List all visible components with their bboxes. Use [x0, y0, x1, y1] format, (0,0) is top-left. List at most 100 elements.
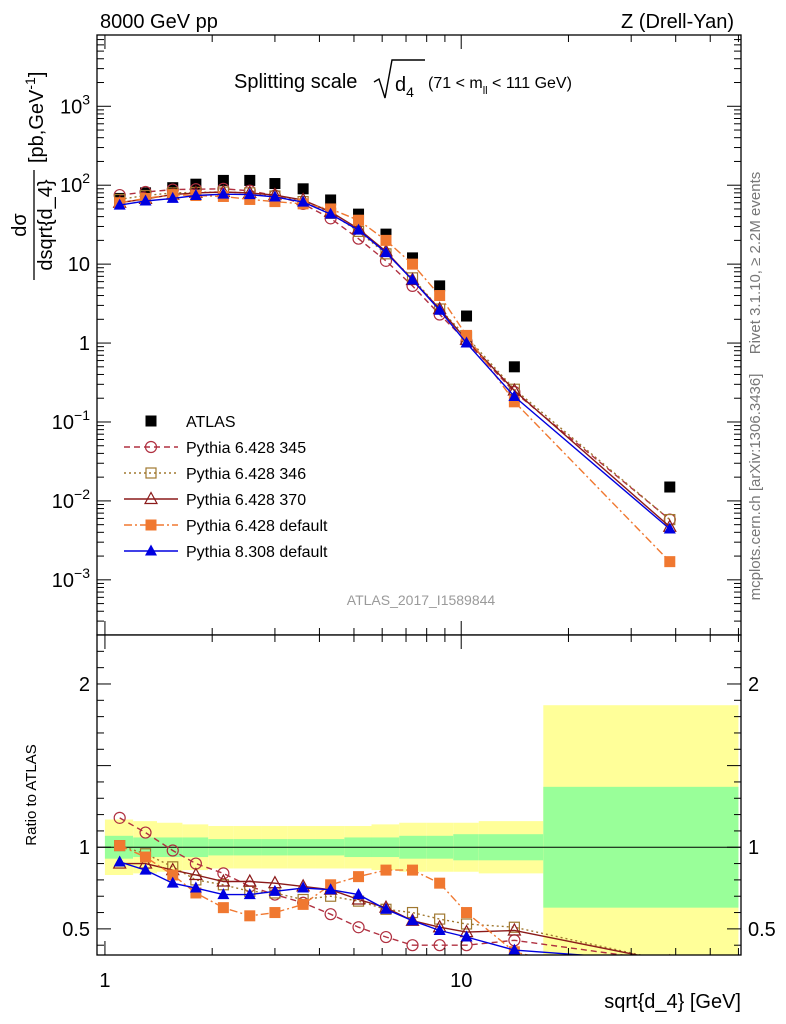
data-point	[113, 855, 126, 867]
ratio-panel: 1 10 0.5 0.5 1 1 2 2	[62, 634, 776, 992]
data-point	[669, 953, 671, 955]
series-line	[119, 861, 591, 955]
legend-item: Pythia 6.428 370	[124, 491, 306, 509]
legend: ATLAS Pythia 6.428 345 Pythia 6.428 346 Pyt…	[124, 414, 328, 561]
data-point	[353, 214, 365, 226]
data-point	[434, 290, 446, 302]
data-point	[268, 190, 281, 202]
header-left: 8000 GeV pp	[100, 11, 218, 33]
svg-text:d4: d4	[395, 74, 414, 100]
title-var-sub: 4	[406, 84, 414, 100]
data-point	[380, 234, 392, 246]
x-ticks	[104, 35, 739, 635]
data-point	[508, 921, 520, 933]
data-point	[379, 246, 392, 258]
data-point	[461, 907, 473, 919]
data-point	[352, 223, 365, 235]
y-tick-label: 0.5	[62, 919, 90, 941]
sqrt-symbol	[373, 59, 425, 99]
data-point	[139, 863, 152, 875]
mcplots-label: mcplots.cern.ch [arXiv:1306.3436]	[747, 374, 764, 601]
legend-label: Pythia 6.428 370	[186, 492, 306, 509]
y-axis-label-ratio: Ratio to ATLAS	[23, 744, 40, 845]
data-point	[190, 887, 202, 899]
data-point	[460, 918, 473, 930]
series-line	[119, 817, 628, 955]
data-point	[665, 957, 675, 967]
data-point	[433, 303, 446, 315]
data-point	[406, 939, 419, 952]
y-tick-label-right: 0.5	[748, 919, 776, 941]
data-point	[166, 876, 179, 888]
data-point	[664, 556, 676, 568]
data-point	[243, 188, 256, 200]
legend-item: Pythia 6.428 default	[124, 518, 328, 535]
y-tick-label-right: 2	[748, 674, 759, 696]
data-point	[353, 871, 365, 883]
svg-text:[pb,GeV-1]: [pb,GeV-1]	[22, 72, 48, 163]
data-point	[324, 908, 337, 921]
data-point	[217, 187, 230, 199]
data-point	[217, 888, 230, 900]
main-plot-area	[97, 35, 741, 635]
data-point	[406, 273, 419, 285]
data-point	[113, 811, 126, 824]
data-point	[324, 883, 337, 895]
legend-item: Pythia 6.428 345	[124, 440, 306, 457]
data-point	[297, 183, 309, 195]
data-point	[113, 198, 126, 210]
y-tick-label: 2	[79, 674, 90, 696]
x-tick-label: 10	[450, 970, 472, 992]
data-point	[145, 415, 157, 427]
data-point	[407, 252, 419, 264]
data-point	[507, 922, 522, 936]
series-line	[119, 844, 644, 955]
data-point	[460, 930, 473, 942]
plot-title: Splitting scale d4 (71 < mll < 111 GeV)	[234, 59, 572, 100]
legend-label: Pythia 6.428 345	[186, 440, 306, 457]
x-tick-label: 1	[99, 970, 110, 992]
series-line	[119, 862, 641, 955]
ylabel-unit-post: ]	[26, 72, 48, 78]
data-point	[297, 881, 310, 893]
ratio-series	[112, 811, 676, 967]
data-point	[269, 178, 281, 190]
series-line	[119, 193, 671, 563]
legend-label: Pythia 6.428 346	[186, 466, 306, 483]
data-point	[167, 869, 179, 881]
main-panel: 10−3 10−2 10−1 1 10 102 103	[52, 34, 742, 636]
data-point	[508, 361, 520, 373]
data-point	[145, 544, 157, 556]
title-cut-pre: (71 < m	[428, 75, 483, 92]
data-point	[244, 910, 256, 922]
y-ticks: 0.5 0.5 1 1 2 2	[62, 650, 776, 946]
data-point	[269, 196, 281, 208]
legend-label: Pythia 6.428 default	[186, 518, 328, 535]
svg-text:(71 < mll < 111 GeV): (71 < mll < 111 GeV)	[428, 75, 572, 97]
ylabel-numerator: dσ	[9, 213, 31, 237]
legend-item: Pythia 8.308 default	[124, 544, 328, 561]
data-point	[664, 481, 676, 493]
data-point	[145, 519, 157, 531]
data-point	[664, 956, 675, 967]
data-point	[166, 191, 179, 203]
y-tick-label: 10−1	[52, 407, 90, 434]
data-point	[244, 174, 256, 186]
data-point	[434, 877, 446, 889]
data-point	[144, 440, 158, 454]
x-axis-label: sqrt{d_4} [GeV]	[604, 991, 741, 1013]
legend-item: Pythia 6.428 346	[124, 466, 306, 483]
data-point	[407, 258, 419, 270]
data-point	[664, 955, 676, 966]
data-point	[353, 208, 365, 220]
data-point	[188, 867, 203, 881]
data-point	[380, 228, 392, 240]
data-point	[269, 907, 281, 919]
header-right: Z (Drell-Yan)	[621, 11, 734, 33]
main-series	[112, 174, 677, 568]
data-point	[189, 881, 202, 893]
data-point	[460, 336, 473, 348]
y-tick-label: 10−2	[52, 486, 90, 513]
data-point	[217, 902, 229, 914]
